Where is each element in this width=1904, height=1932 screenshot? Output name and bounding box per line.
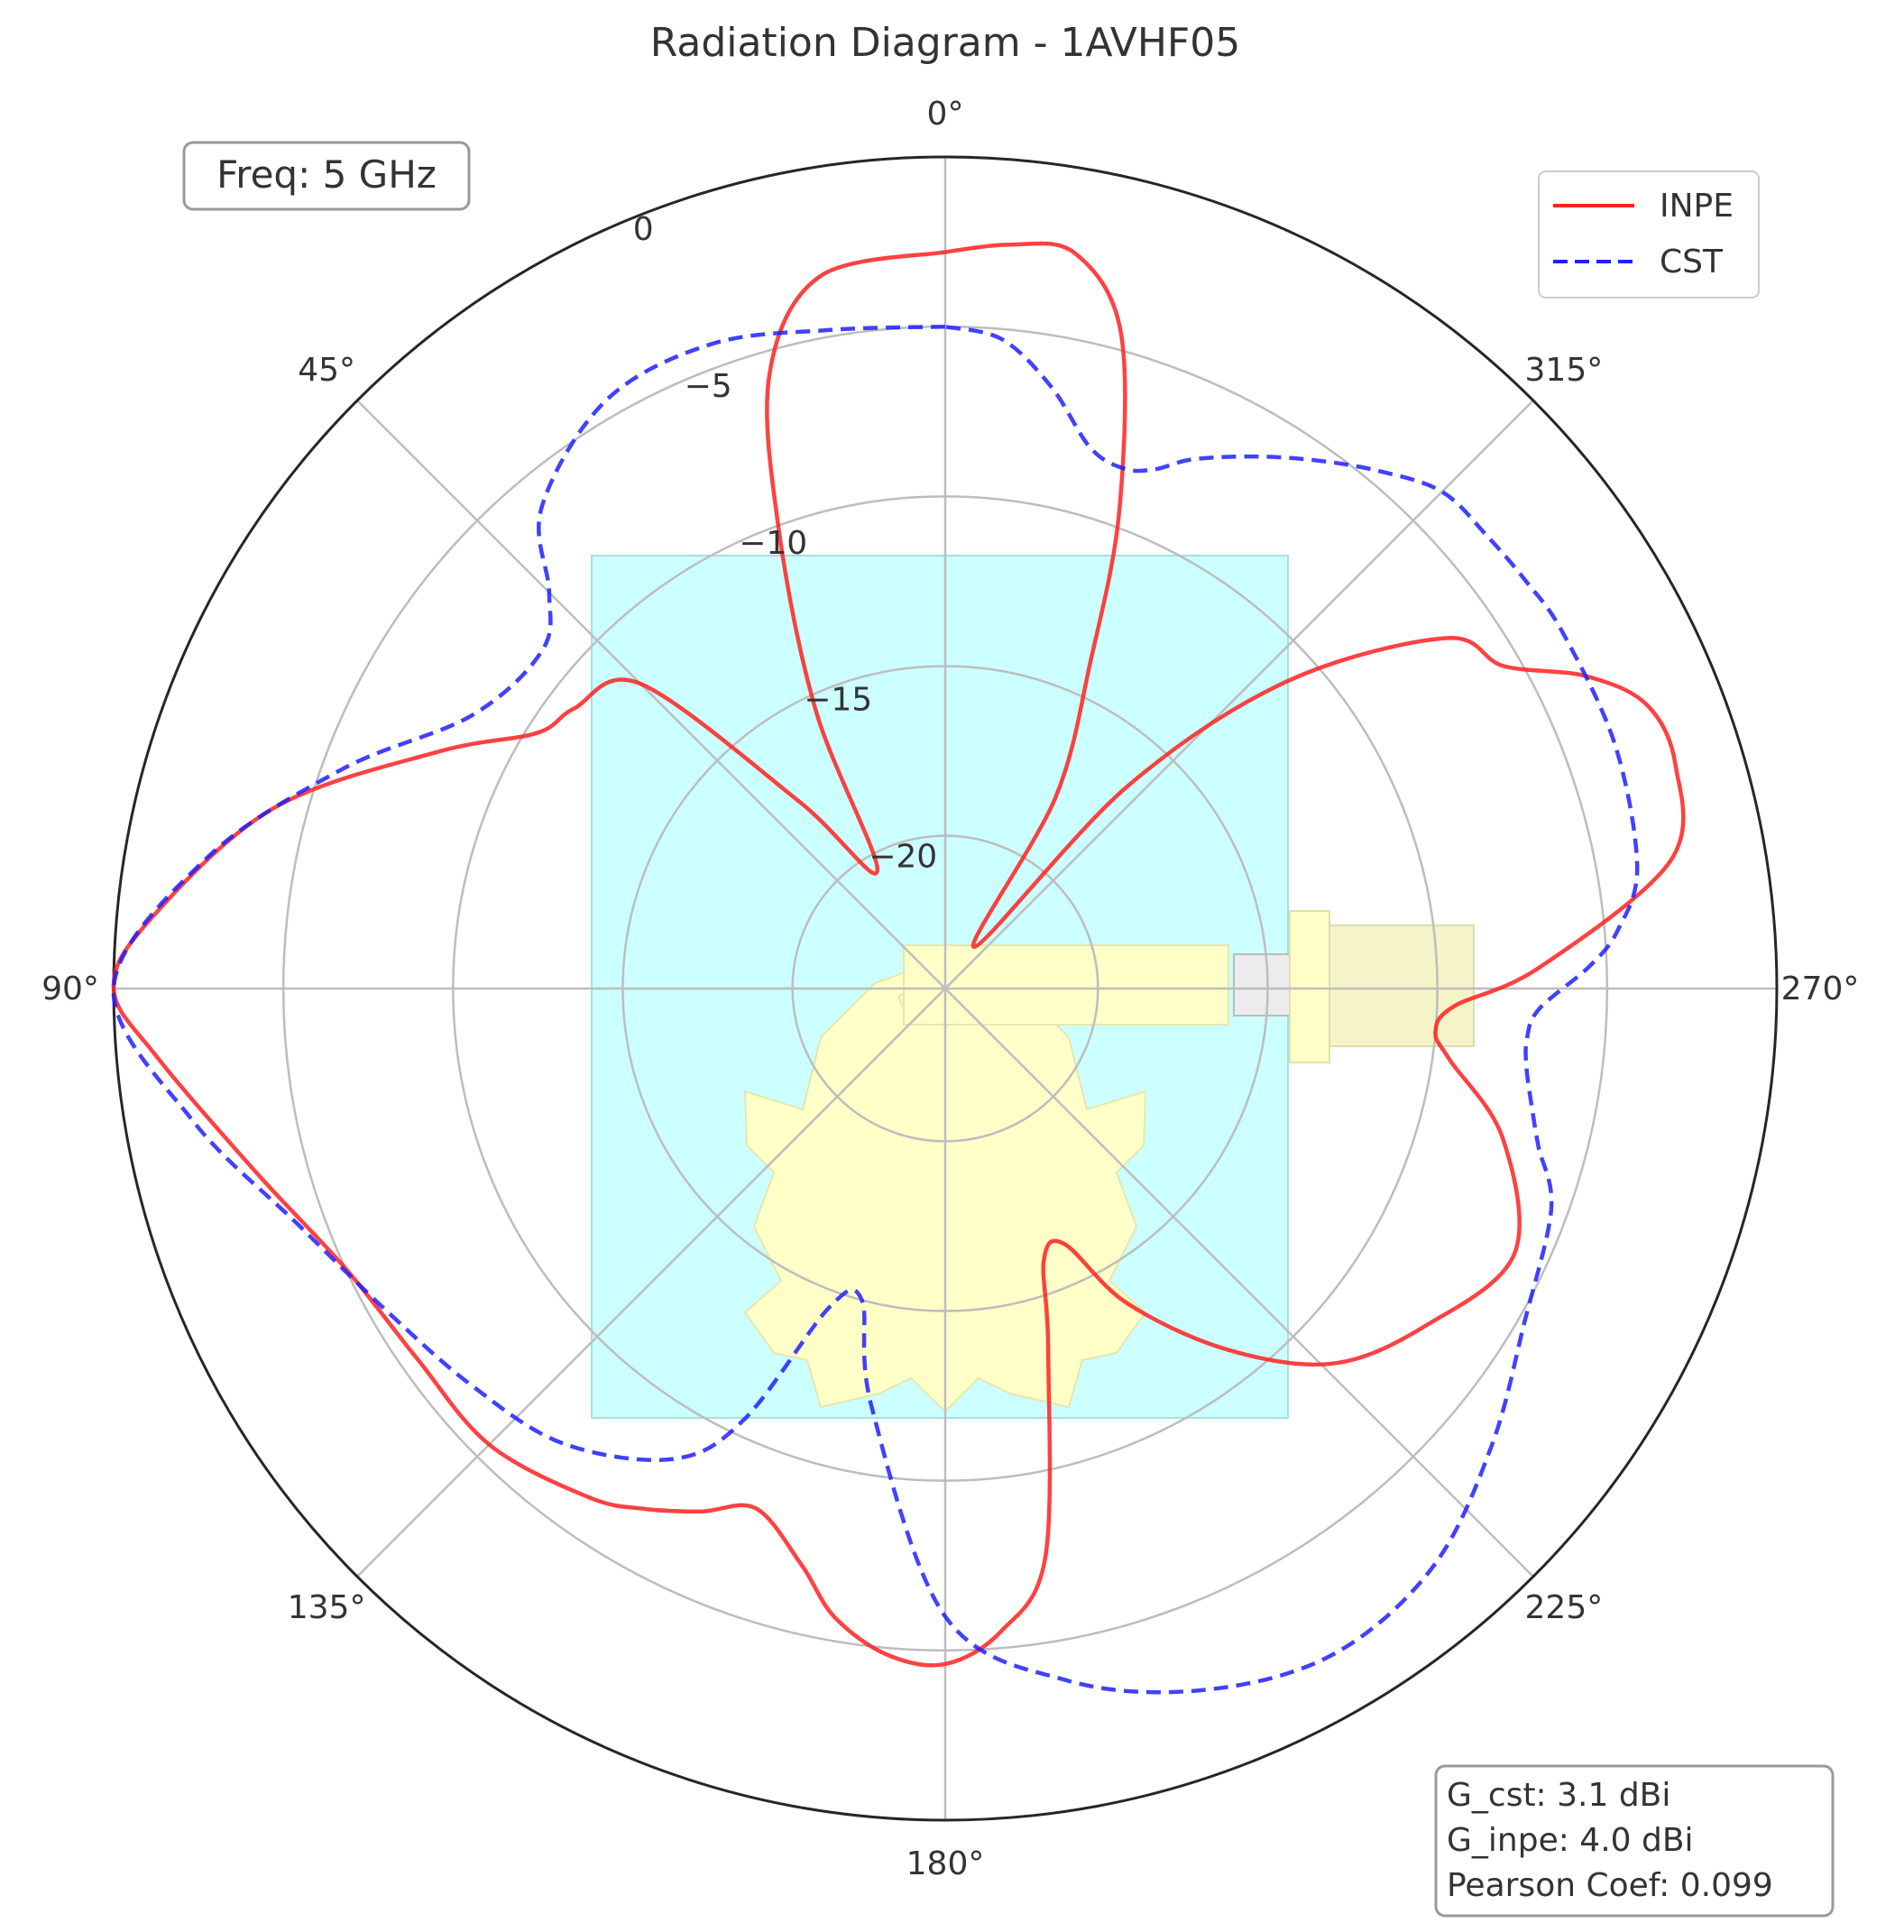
theta-tick-label: 135°: [288, 1589, 366, 1626]
series-layer: [111, 241, 1686, 1695]
chart-title: Radiation Diagram - 1AVHF05: [650, 20, 1240, 66]
grid-spoke-315: [944, 400, 1534, 989]
grid-spoke-135: [356, 988, 946, 1578]
r-tick-label: −5: [685, 368, 732, 405]
r-tick-label: −10: [739, 525, 807, 562]
connector-body: [1233, 953, 1292, 1017]
theta-tick-label: 270°: [1781, 971, 1860, 1007]
feed-line: [903, 944, 1229, 1026]
theta-tick-label: 45°: [298, 352, 355, 389]
r-tick-label: 0: [633, 211, 654, 248]
theta-tick-label: 180°: [906, 1845, 985, 1882]
grid-ring: [791, 834, 1099, 1143]
frequency-box: Freq: 5 GHz: [182, 141, 471, 211]
connector-flange: [1289, 910, 1330, 1063]
connector-barrel: [1329, 925, 1475, 1047]
grid-ring: [452, 495, 1439, 1482]
radial-tick-labels: 0 −5 −10 −15 −20: [633, 211, 937, 875]
frequency-box-frame: [182, 141, 471, 211]
r-tick-label: −20: [869, 839, 937, 876]
legend-label-cst: CST: [1660, 244, 1724, 281]
grid-spoke-45: [356, 400, 946, 989]
frequency-label: Freq: 5 GHz: [216, 152, 437, 197]
stats-box-frame: [1434, 1764, 1835, 1918]
polar-grid: [112, 155, 1779, 1822]
legend-frame: [1538, 170, 1760, 299]
grid-ring: [621, 665, 1269, 1312]
series-line-inpe: [111, 241, 1686, 1668]
angle-tick-labels: 0° 45° 90° 135° 180° 225° 270° 315°: [41, 96, 1859, 1882]
series-line-cst: [111, 324, 1640, 1695]
stats-box: G_cst: 3.1 dBi G_inpe: 4.0 dBi Pearson C…: [1434, 1764, 1835, 1918]
theta-tick-label: 90°: [41, 971, 99, 1007]
stats-gain-cst: G_cst: 3.1 dBi: [1447, 1777, 1670, 1814]
theta-tick-label: 225°: [1525, 1589, 1604, 1626]
legend-label-inpe: INPE: [1660, 188, 1734, 225]
r-tick-label: −15: [804, 682, 872, 719]
stats-pearson: Pearson Coef: 0.099: [1447, 1867, 1773, 1904]
stats-gain-inpe: G_inpe: 4.0 dBi: [1447, 1822, 1694, 1859]
antenna-image: [591, 555, 1475, 1419]
grid-ring: [281, 325, 1609, 1652]
theta-tick-label: 0°: [927, 96, 964, 133]
theta-tick-label: 315°: [1525, 352, 1604, 389]
grid-spoke-225: [944, 988, 1534, 1578]
legend: INPE CST: [1538, 170, 1760, 299]
